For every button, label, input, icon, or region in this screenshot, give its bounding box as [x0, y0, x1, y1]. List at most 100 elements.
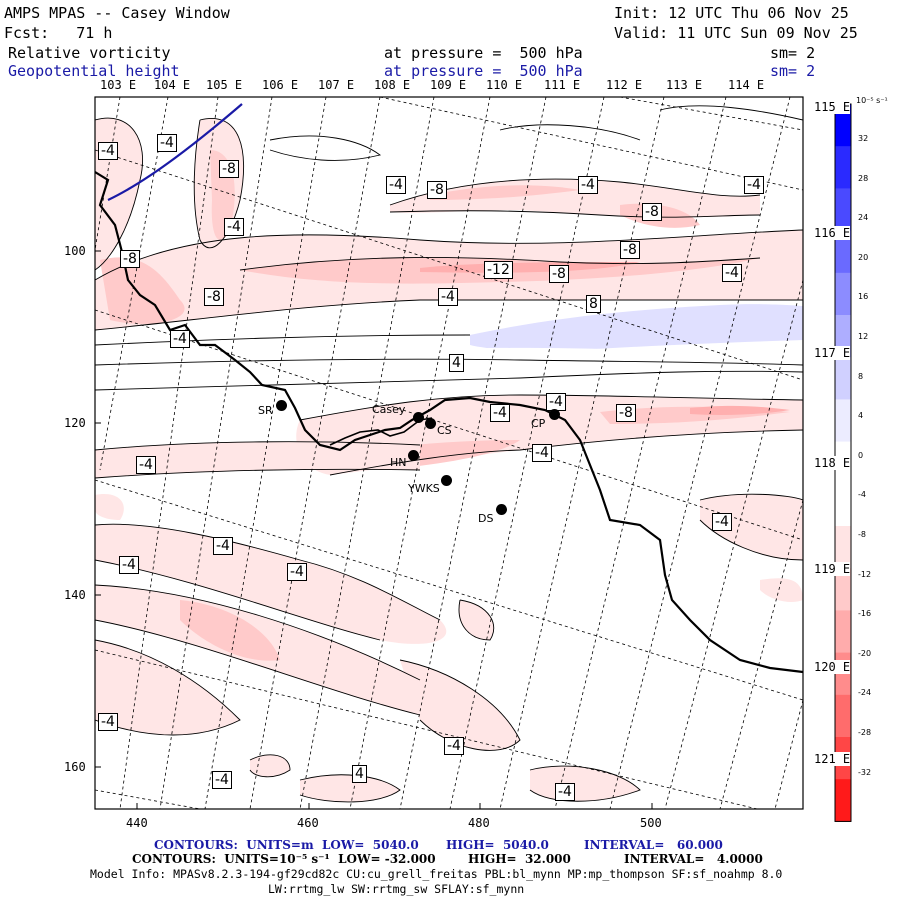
colorbar-unit: 10⁻⁵ s⁻¹ — [856, 96, 888, 105]
contour-label: -4 — [157, 134, 177, 152]
station-label-hn: HN — [390, 456, 407, 469]
colorbar-tick-label: 32 — [858, 134, 869, 143]
colorbar-tick-label: -8 — [858, 530, 866, 539]
colorbar-tick-label: -32 — [858, 767, 872, 777]
top-lon-label: 103 E — [100, 78, 137, 92]
colorbar-tick-label: 24 — [858, 213, 869, 223]
right-lon-label: 118 E — [814, 456, 851, 470]
contour-label: 8 — [586, 295, 601, 313]
contour-label: -4 — [98, 142, 118, 160]
colorbar-swatch — [835, 568, 851, 611]
colorbar-tick-label: 0 — [858, 450, 864, 460]
top-lon-label: 108 E — [374, 78, 411, 92]
colorbar-swatch — [835, 146, 851, 189]
vorticity-contour-interval: INTERVAL= 4.0000 — [624, 852, 763, 866]
contour-label: -12 — [484, 261, 513, 279]
station-label-cs: CS — [437, 424, 452, 437]
map-frame — [94, 96, 804, 810]
top-lon-label: 112 E — [606, 78, 643, 92]
x-tick-label: 500 — [640, 816, 662, 830]
colorbar-swatch — [835, 357, 851, 400]
contour-label: -4 — [712, 513, 732, 531]
contour-label: -4 — [170, 330, 190, 348]
colorbar-tick-label: -16 — [858, 609, 872, 619]
colorbar-swatch — [835, 272, 851, 316]
height-contour-high: HIGH= 5040.0 — [446, 838, 549, 852]
colorbar-tick-label: 16 — [858, 292, 869, 302]
vorticity-contours — [95, 105, 803, 803]
coastline — [95, 171, 803, 674]
field2-name: Geopotential height — [8, 62, 180, 80]
station-marker — [425, 418, 436, 429]
top-lon-label: 113 E — [666, 78, 703, 92]
contour-label: -8 — [549, 265, 569, 283]
contour-label: -4 — [490, 404, 510, 422]
station-marker — [441, 475, 452, 486]
station-label-casey: Casey — [372, 403, 406, 416]
colorbar-tick-label: -20 — [858, 648, 872, 658]
top-lon-label: 110 E — [486, 78, 523, 92]
colorbar-swatch — [835, 779, 851, 822]
colorbar-swatch — [835, 483, 851, 527]
station-label-ywks: YWKS — [408, 482, 440, 495]
contour-label: -4 — [213, 537, 233, 555]
field2-smoothing: sm= 2 — [770, 62, 816, 80]
contour-label: -4 — [444, 737, 464, 755]
valid-time: Valid: 11 UTC Sun 09 Nov 25 — [614, 24, 858, 42]
colorbar-tick-label: 12 — [858, 332, 869, 341]
contour-label: -4 — [744, 176, 764, 194]
right-lon-label: 115 E — [814, 100, 851, 114]
vorticity-contour-units: CONTOURS: UNITS=10⁻⁵ s⁻¹ LOW= -32.000 — [132, 852, 436, 866]
colorbar-tick-label: 20 — [858, 252, 869, 262]
init-time: Init: 12 UTC Thu 06 Nov 25 — [614, 4, 849, 22]
colorbar-tick-label: 4 — [858, 411, 864, 421]
top-lon-label: 105 E — [206, 78, 243, 92]
height-contour — [107, 103, 243, 201]
top-lon-label: 106 E — [262, 78, 299, 92]
contour-label: -8 — [219, 160, 239, 178]
colorbar-swatch — [835, 230, 851, 274]
right-lon-label: 116 E — [814, 226, 851, 240]
top-lon-label: 109 E — [430, 78, 467, 92]
contour-label: 4 — [449, 354, 464, 372]
station-label-ds: DS — [478, 512, 494, 525]
station-marker — [549, 409, 560, 420]
field1-smoothing: sm= 2 — [770, 44, 816, 62]
model-info-physics: LW:rrtmg_lw SW:rrtmg_sw SFLAY:sf_mynn — [268, 882, 525, 896]
top-lon-label: 111 E — [544, 78, 581, 92]
colorbar-tick-label: -28 — [858, 728, 872, 737]
colorbar-tick-label: 28 — [858, 173, 869, 183]
contour-label: -4 — [224, 218, 244, 236]
contour-label: -4 — [722, 264, 742, 282]
forecast-hour: Fcst: 71 h — [4, 24, 113, 42]
contour-label: -8 — [616, 404, 636, 422]
x-tick-label: 440 — [126, 816, 148, 830]
station-marker — [413, 412, 424, 423]
station-marker — [408, 450, 419, 461]
station-marker — [496, 504, 507, 515]
top-lon-label: 107 E — [318, 78, 355, 92]
contour-label: -8 — [120, 250, 140, 268]
station-marker — [276, 400, 287, 411]
colorbar-swatch — [835, 526, 851, 569]
model-info: Model Info: MPASv8.2.3-194-gf29cd82c CU:… — [90, 867, 783, 881]
contour-label: -8 — [642, 203, 662, 221]
contour-label: -4 — [212, 771, 232, 789]
colorbar-swatch — [835, 104, 851, 147]
station-label-sr: SR — [258, 404, 273, 417]
axis-ticks — [95, 250, 653, 809]
contour-label: -8 — [620, 241, 640, 259]
top-lon-label: 114 E — [728, 78, 765, 92]
colorbar-swatch — [835, 694, 851, 738]
y-tick-label: 160 — [64, 760, 86, 774]
field2-level: at pressure = 500 hPa — [384, 62, 583, 80]
colorbar-tick-label: -12 — [858, 569, 872, 579]
colorbar-swatch — [835, 399, 851, 443]
field1-name: Relative vorticity — [8, 44, 171, 62]
colorbar-tick-label: -4 — [858, 490, 866, 500]
field1-level: at pressure = 500 hPa — [384, 44, 583, 62]
colorbar-tick-label: -24 — [858, 688, 872, 698]
contour-label: -8 — [427, 181, 447, 199]
contour-label: -4 — [532, 444, 552, 462]
